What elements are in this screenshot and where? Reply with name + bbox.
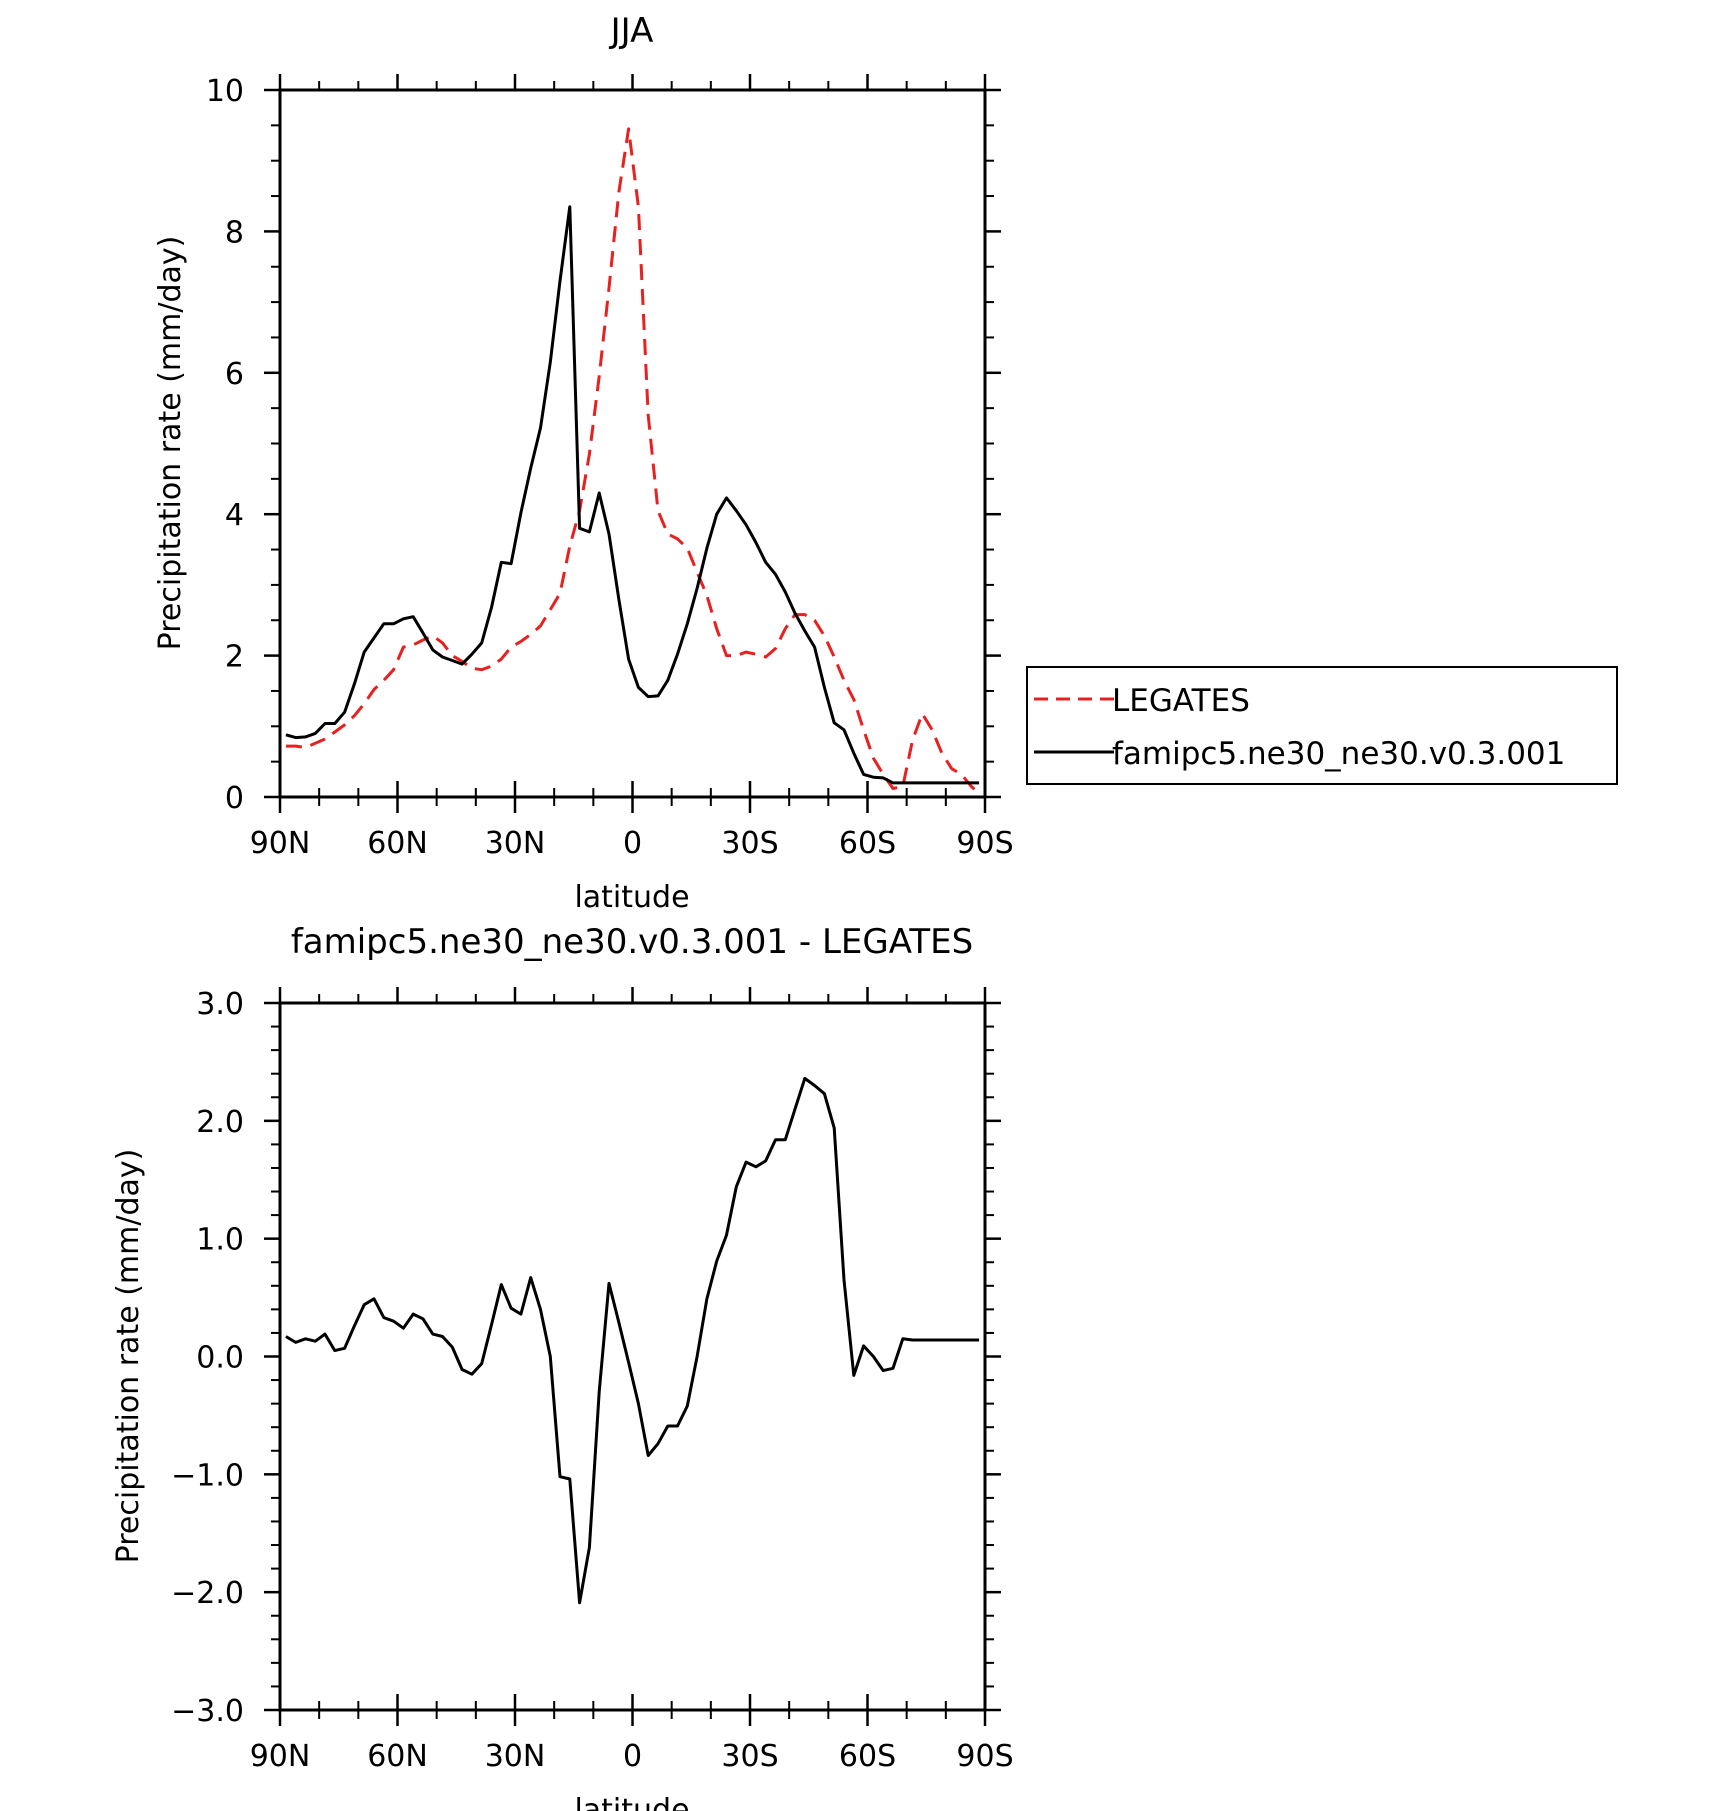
y-tick-label: 4 xyxy=(225,498,244,533)
top-chart-legend: LEGATES famipc5.ne30_ne30.v0.3.001 xyxy=(1026,666,1618,785)
y-tick-label: 3.0 xyxy=(196,987,244,1022)
bottom-chart-ylabel: Precipitation rate (mm/day) xyxy=(111,1149,146,1564)
top-chart-series-group xyxy=(285,127,981,795)
y-tick-label: 0 xyxy=(225,781,244,816)
x-tick-label: 90S xyxy=(956,1739,1013,1774)
legend-label-legates: LEGATES xyxy=(1112,683,1250,719)
y-tick-label: 0.0 xyxy=(196,1341,244,1376)
top-series-line-famipc5-ne30-ne30-v0-3-001 xyxy=(285,205,980,785)
top-chart-xlabel: latitude xyxy=(574,880,689,915)
bottom-chart-xlabel: latitude xyxy=(574,1793,689,1811)
y-tick-label: 8 xyxy=(225,215,244,250)
top-chart-ytick-labels: 0 2 4 6 8 10 xyxy=(206,74,244,816)
x-tick-label: 90S xyxy=(956,826,1013,861)
top-series-line-legates xyxy=(285,127,981,795)
y-tick-label: 2.0 xyxy=(196,1105,244,1140)
y-tick-label: −3.0 xyxy=(171,1694,244,1729)
bottom-chart-series-group xyxy=(285,1076,980,1605)
x-tick-label: 0 xyxy=(623,1739,642,1774)
legend-box xyxy=(1026,666,1618,785)
x-tick-label: 90N xyxy=(250,826,311,861)
x-tick-label: 0 xyxy=(623,826,642,861)
bottom-chart-ytick-labels: −3.0 −2.0 −1.0 0.0 1.0 2.0 3.0 xyxy=(171,987,244,1729)
x-tick-label: 30S xyxy=(721,826,778,861)
top-chart-ylabel: Precipitation rate (mm/day) xyxy=(153,236,188,651)
y-tick-label: 1.0 xyxy=(196,1223,244,1258)
x-tick-label: 30S xyxy=(721,1739,778,1774)
x-tick-label: 90N xyxy=(250,1739,311,1774)
bottom-plot-frame xyxy=(278,1001,987,1712)
bottom-chart: famipc5.ne30_ne30.v0.3.001 - LEGATES 90N… xyxy=(111,922,1014,1811)
x-tick-label: 60N xyxy=(367,826,428,861)
x-tick-label: 60S xyxy=(839,826,896,861)
bottom-chart-ticks xyxy=(264,987,1001,1726)
x-tick-label: 60S xyxy=(839,1739,896,1774)
bottom-series-line-1 xyxy=(285,1076,980,1605)
x-tick-label: 30N xyxy=(485,826,546,861)
top-chart-title: JJA xyxy=(609,11,654,51)
top-chart-ticks xyxy=(264,74,1001,813)
legend-label-model: famipc5.ne30_ne30.v0.3.001 xyxy=(1112,736,1565,772)
y-tick-label: 6 xyxy=(225,357,244,392)
y-tick-label: −2.0 xyxy=(171,1576,244,1611)
x-tick-label: 30N xyxy=(485,1739,546,1774)
y-tick-label: 10 xyxy=(206,74,244,109)
top-chart: JJA 90N 60N 30N 0 30S 60S 90S 0 2 4 6 8 10 latitude… xyxy=(153,11,1618,915)
y-tick-label: 2 xyxy=(225,640,244,675)
x-tick-label: 60N xyxy=(367,1739,428,1774)
y-tick-label: −1.0 xyxy=(171,1458,244,1493)
top-plot-frame xyxy=(278,88,987,799)
top-chart-xtick-labels: 90N 60N 30N 0 30S 60S 90S xyxy=(250,826,1014,861)
bottom-chart-xtick-labels: 90N 60N 30N 0 30S 60S 90S xyxy=(250,1739,1014,1774)
bottom-chart-title: famipc5.ne30_ne30.v0.3.001 - LEGATES xyxy=(291,922,973,962)
